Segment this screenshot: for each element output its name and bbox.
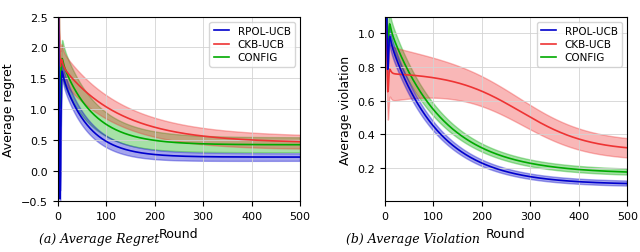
Legend: RPOL-UCB, CKB-UCB, CONFIG: RPOL-UCB, CKB-UCB, CONFIG [209,23,295,67]
Y-axis label: Average regret: Average regret [3,63,15,156]
Legend: RPOL-UCB, CKB-UCB, CONFIG: RPOL-UCB, CKB-UCB, CONFIG [537,23,622,67]
Text: (a) Average Regret: (a) Average Regret [39,232,159,245]
Text: (b) Average Violation: (b) Average Violation [346,232,480,245]
Y-axis label: Average violation: Average violation [339,55,352,164]
X-axis label: Round: Round [486,227,526,240]
X-axis label: Round: Round [159,227,198,240]
